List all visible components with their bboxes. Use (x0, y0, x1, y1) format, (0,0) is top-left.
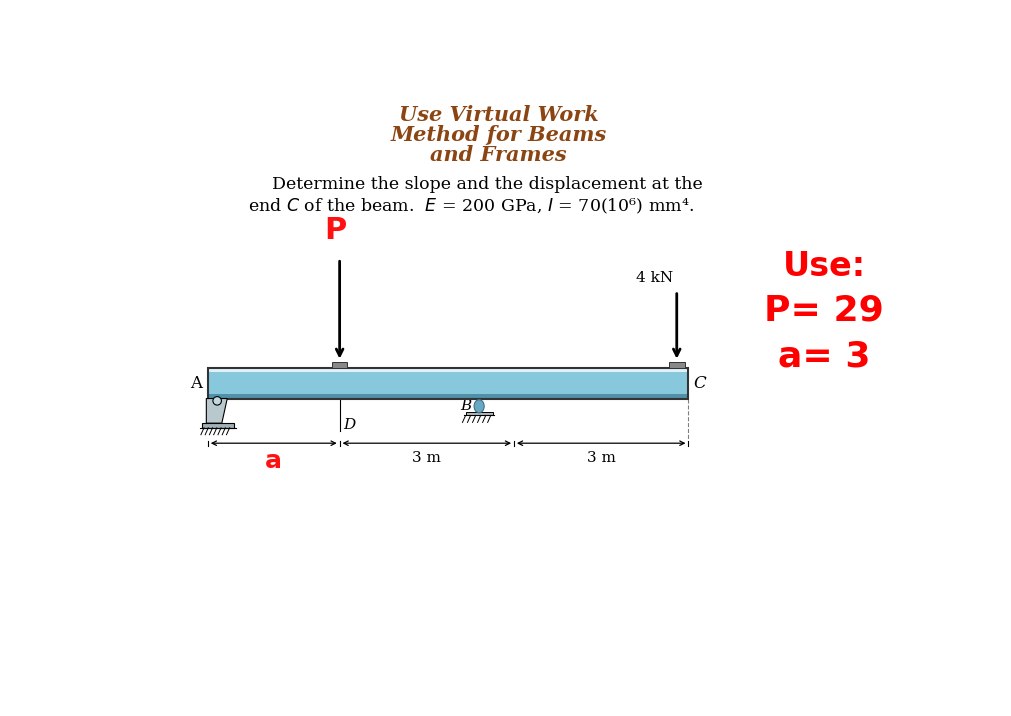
Text: D: D (343, 418, 356, 432)
Text: Use Virtual Work: Use Virtual Work (398, 105, 598, 125)
Text: and Frames: and Frames (430, 145, 566, 165)
Text: 3 m: 3 m (586, 451, 615, 465)
Bar (465, 412, 492, 415)
Bar (332, 362, 347, 368)
Text: 3 m: 3 m (411, 451, 441, 465)
Bar (207, 372, 687, 394)
Bar (201, 423, 234, 427)
Text: P= 29: P= 29 (763, 294, 883, 328)
Text: A: A (189, 374, 201, 392)
Circle shape (212, 397, 221, 405)
Bar (207, 394, 687, 399)
Text: Method for Beams: Method for Beams (390, 125, 606, 145)
Text: B: B (460, 400, 471, 413)
Bar (668, 362, 683, 368)
Bar (207, 368, 687, 372)
Text: end $C$ of the beam.  $E$ = 200 GPa, $I$ = 70(10⁶) mm⁴.: end $C$ of the beam. $E$ = 200 GPa, $I$ … (248, 196, 694, 216)
Text: P: P (325, 216, 347, 245)
Text: a= 3: a= 3 (777, 339, 869, 373)
Ellipse shape (473, 400, 483, 413)
Text: 4 kN: 4 kN (636, 271, 673, 284)
Text: a: a (265, 450, 282, 473)
Text: C: C (694, 374, 706, 392)
Bar (207, 368, 687, 399)
Text: Determine the slope and the displacement at the: Determine the slope and the displacement… (271, 176, 702, 193)
Polygon shape (206, 399, 227, 423)
Text: Use:: Use: (782, 250, 864, 283)
